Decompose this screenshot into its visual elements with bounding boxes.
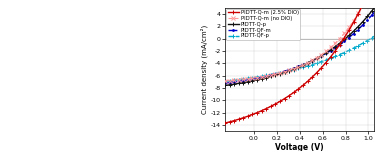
- PIDTT-Q-m (no DIO): [375, 3, 378, 5]
- PIDTT-QF-p: [223, 80, 227, 82]
- PIDTT-Q-p: [273, 74, 277, 76]
- PIDTT-QF-p: [333, 56, 338, 57]
- PIDTT-Q-m (2.5% DIO): [319, 67, 323, 69]
- PIDTT-Q-m (no DIO): [333, 42, 338, 44]
- PIDTT-Q-p: [241, 82, 246, 84]
- PIDTT-QF-p: [334, 55, 338, 57]
- PIDTT-Q-p: [375, 3, 378, 5]
- PIDTT-QF-m: [334, 46, 338, 48]
- PIDTT-Q-m (no DIO): [241, 79, 246, 80]
- PIDTT-Q-p: [334, 45, 338, 47]
- PIDTT-Q-m (2.5% DIO): [361, 3, 366, 5]
- PIDTT-Q-p: [223, 85, 227, 86]
- PIDTT-QF-m: [333, 47, 338, 49]
- Y-axis label: Current density (mA/cm²): Current density (mA/cm²): [200, 25, 208, 114]
- Line: PIDTT-Q-m (no DIO): PIDTT-Q-m (no DIO): [223, 2, 378, 83]
- PIDTT-QF-m: [283, 70, 288, 72]
- PIDTT-QF-m: [273, 73, 277, 75]
- PIDTT-Q-m (2.5% DIO): [273, 103, 277, 105]
- PIDTT-Q-p: [333, 46, 338, 48]
- Line: PIDTT-QF-m: PIDTT-QF-m: [223, 6, 378, 85]
- PIDTT-Q-m (2.5% DIO): [375, 3, 378, 5]
- PIDTT-Q-p: [319, 55, 323, 57]
- PIDTT-Q-m (no DIO): [273, 73, 277, 75]
- PIDTT-Q-m (2.5% DIO): [333, 50, 338, 52]
- PIDTT-Q-m (no DIO): [223, 80, 227, 82]
- PIDTT-Q-m (no DIO): [283, 71, 288, 72]
- PIDTT-Q-m (no DIO): [361, 3, 366, 5]
- PIDTT-QF-m: [319, 55, 323, 57]
- PIDTT-Q-p: [283, 71, 288, 73]
- PIDTT-QF-p: [283, 71, 288, 72]
- Line: PIDTT-Q-m (2.5% DIO): PIDTT-Q-m (2.5% DIO): [223, 2, 378, 125]
- PIDTT-Q-m (no DIO): [334, 42, 338, 43]
- PIDTT-Q-p: [375, 3, 378, 5]
- PIDTT-QF-m: [223, 82, 227, 84]
- PIDTT-QF-p: [375, 33, 378, 35]
- PIDTT-QF-p: [273, 73, 277, 75]
- PIDTT-Q-m (2.5% DIO): [334, 49, 338, 51]
- PIDTT-QF-p: [319, 61, 323, 63]
- Line: PIDTT-QF-p: PIDTT-QF-p: [223, 32, 378, 83]
- PIDTT-QF-p: [241, 78, 246, 80]
- Line: PIDTT-Q-p: PIDTT-Q-p: [223, 2, 378, 88]
- PIDTT-Q-m (2.5% DIO): [283, 97, 288, 99]
- PIDTT-Q-m (no DIO): [319, 54, 323, 56]
- PIDTT-Q-m (2.5% DIO): [223, 122, 227, 124]
- PIDTT-Q-m (2.5% DIO): [241, 117, 246, 119]
- Legend: PIDTT-Q-m (2.5% DIO), PIDTT-Q-m (no DIO), PIDTT-Q-p, PIDTT-QF-m, PIDTT-QF-p: PIDTT-Q-m (2.5% DIO), PIDTT-Q-m (no DIO)…: [226, 9, 301, 40]
- PIDTT-QF-m: [241, 80, 246, 82]
- X-axis label: Voltage (V): Voltage (V): [275, 143, 324, 151]
- PIDTT-QF-m: [375, 7, 378, 9]
